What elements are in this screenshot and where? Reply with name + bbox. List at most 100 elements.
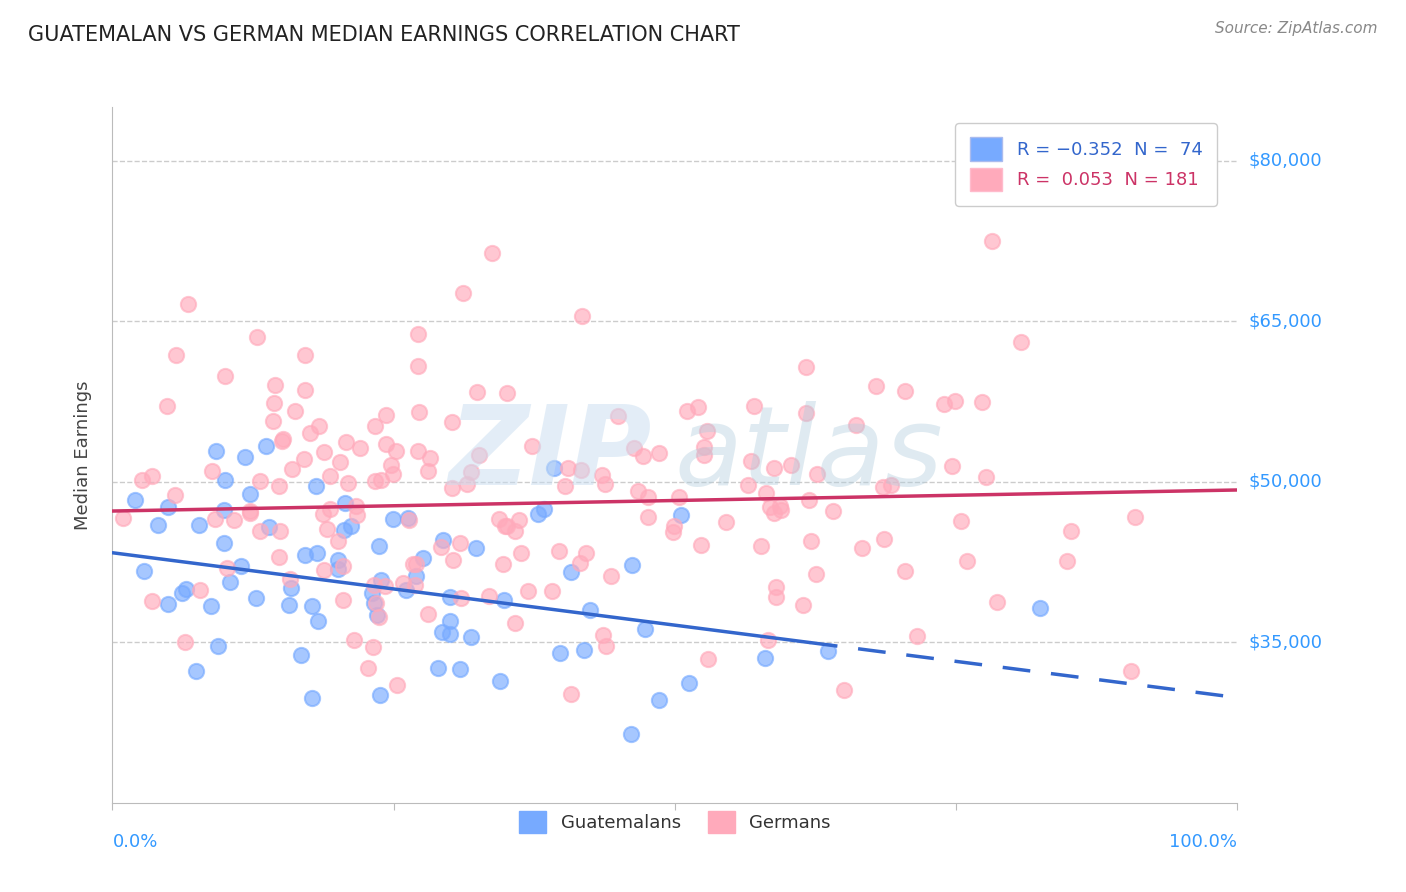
Point [441,553,464,567]
Point [817,644,839,658]
Point [533,502,555,516]
Point [749,539,772,553]
Point [239,506,262,520]
Point [294,548,316,562]
Point [307,614,329,628]
Point [1119,664,1142,678]
Point [737,477,759,491]
Point [188,582,211,597]
Text: GUATEMALAN VS GERMAN MEDIAN EARNINGS CORRELATION CHART: GUATEMALAN VS GERMAN MEDIAN EARNINGS COR… [28,25,740,45]
Point [678,676,700,690]
Point [696,425,718,439]
Point [270,434,292,449]
Point [412,550,434,565]
Point [689,538,711,552]
Point [740,453,762,467]
Point [332,558,354,573]
Point [396,511,419,525]
Y-axis label: Median Earnings: Median Earnings [73,380,91,530]
Point [392,575,415,590]
Point [427,661,450,675]
Point [548,544,571,558]
Text: $65,000: $65,000 [1249,312,1322,330]
Point [593,477,616,491]
Point [205,444,228,458]
Point [326,553,349,567]
Point [676,403,699,417]
Point [765,591,787,605]
Point [380,458,402,472]
Point [165,348,187,362]
Point [794,359,817,374]
Point [627,483,650,498]
Text: atlas: atlas [675,401,943,508]
Point [950,514,973,528]
Point [894,384,917,398]
Point [756,632,779,647]
Point [141,469,163,483]
Point [233,450,256,465]
Point [430,624,453,639]
Text: 0.0%: 0.0% [112,833,157,851]
Point [664,519,686,533]
Point [568,556,591,570]
Point [328,534,350,549]
Point [294,383,316,397]
Point [269,479,291,493]
Point [364,595,387,609]
Point [254,439,277,453]
Point [364,474,387,488]
Point [361,640,384,654]
Point [214,473,236,487]
Point [637,510,659,524]
Point [318,469,340,483]
Point [755,486,778,500]
Point [1029,601,1052,615]
Point [246,330,269,344]
Point [343,633,366,648]
Point [204,511,226,525]
Point [262,413,284,427]
Point [349,441,371,455]
Point [758,500,780,514]
Point [517,584,540,599]
Legend: Guatemalans, Germans: Guatemalans, Germans [510,803,839,842]
Point [368,539,391,553]
Point [441,415,464,429]
Point [141,594,163,608]
Point [336,476,359,491]
Point [465,384,488,399]
Point [239,486,262,500]
Point [263,396,285,410]
Point [873,532,896,546]
Point [134,564,156,578]
Point [374,408,396,422]
Point [305,479,328,493]
Point [478,589,501,603]
Point [257,519,280,533]
Point [357,661,380,675]
Point [312,444,335,458]
Point [449,536,471,550]
Point [218,575,240,590]
Point [267,549,290,564]
Point [346,508,368,523]
Point [780,458,803,472]
Point [370,573,392,587]
Point [419,451,441,466]
Point [344,499,367,513]
Point [468,449,491,463]
Point [124,492,146,507]
Point [796,407,818,421]
Text: ZIP: ZIP [449,401,652,508]
Point [301,691,323,706]
Point [361,585,384,599]
Point [763,506,786,520]
Point [865,379,887,393]
Point [481,245,503,260]
Point [571,309,593,323]
Point [986,595,1008,609]
Text: $35,000: $35,000 [1249,633,1323,651]
Point [557,461,579,475]
Point [416,607,439,622]
